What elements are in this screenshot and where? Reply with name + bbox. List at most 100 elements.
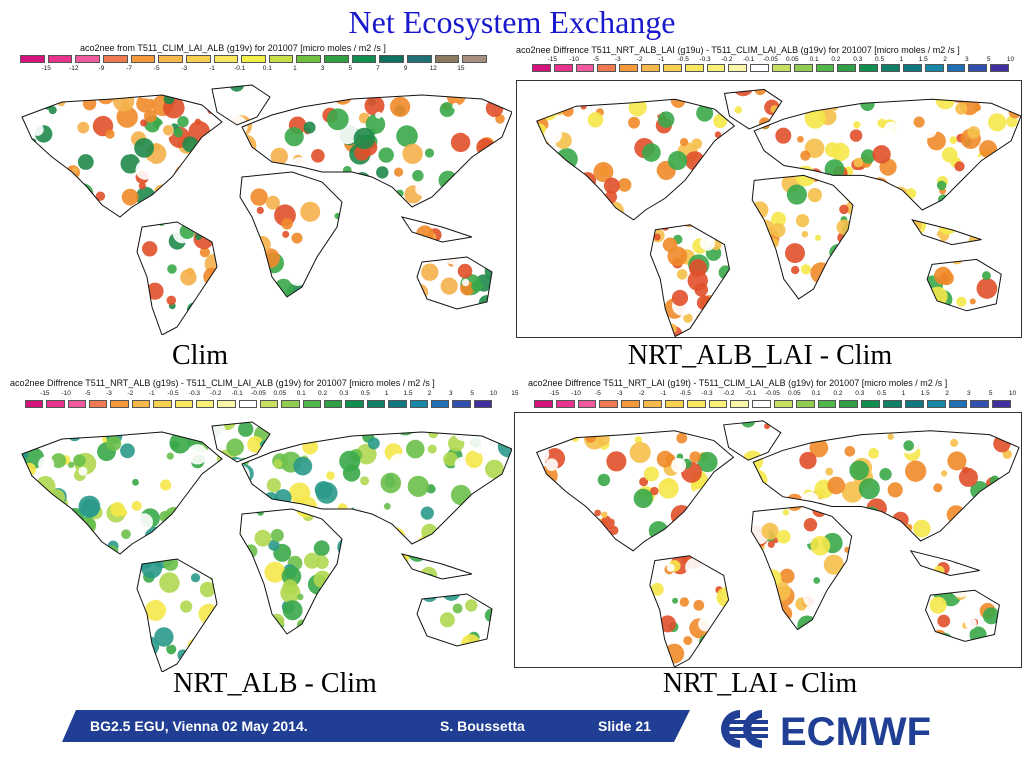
colorbar-swatch	[861, 400, 881, 408]
caption-nrt-lai: NRT_LAI - Clim	[662, 668, 858, 699]
colorbar-tick-label: -3	[614, 56, 621, 63]
colorbar-tick-label: 2	[943, 56, 947, 63]
colorbar-swatch	[708, 400, 728, 408]
colorbar	[25, 400, 495, 408]
colorbar-tick-label: -15	[549, 390, 560, 397]
footer-author: S. Boussetta	[440, 718, 525, 734]
colorbar-tick-label: -0.3	[188, 390, 201, 397]
colorbar-swatch	[268, 55, 294, 63]
colorbar-tick-label: -0.05	[765, 390, 780, 397]
colorbar-swatch	[772, 64, 791, 72]
colorbar-tick-label: 1	[901, 390, 906, 397]
world-map-clim	[21, 84, 512, 335]
colorbar-swatch	[752, 400, 771, 408]
colorbar-tick-label: -1	[660, 390, 667, 397]
colorbar-tick-label: -9	[98, 65, 105, 72]
colorbar-swatch	[241, 55, 266, 63]
colorbar-tick-label: 0.05	[785, 56, 799, 63]
colorbar-swatch	[968, 64, 988, 72]
colorbar-tick-label: -15	[40, 390, 50, 397]
map-panel-clim: aco2nee from T511_CLIM_LAI_ALB (g19v) fo…	[0, 40, 512, 340]
colorbar-tick-label: 0.1	[296, 390, 306, 397]
colorbar-tick-label: -2	[636, 56, 643, 63]
coastline-eurasia	[241, 94, 512, 208]
colorbar-swatch	[643, 400, 662, 408]
colorbar-swatch	[158, 55, 183, 63]
colorbar-swatch	[730, 400, 750, 408]
colorbar-swatch	[174, 400, 193, 408]
colorbar	[20, 55, 490, 63]
colorbar-swatch	[281, 400, 300, 408]
coastline-africa	[239, 171, 343, 298]
colorbar-swatch	[102, 55, 128, 63]
colorbar-tick-label: -0.5	[167, 390, 179, 397]
colorbar-swatch	[817, 400, 837, 408]
colorbar-tick-label: 2	[427, 390, 432, 397]
colorbar-tick-label: 1	[899, 56, 904, 63]
colorbar-swatch	[20, 55, 45, 63]
colorbar-tick-label: 1.5	[403, 390, 413, 397]
colorbar-swatch	[130, 55, 156, 63]
coastline-australia	[416, 593, 493, 647]
colorbar-title: aco2nee from T511_CLIM_LAI_ALB (g19v) fo…	[80, 43, 386, 53]
colorbar-tick-label: 0.05	[787, 390, 801, 397]
colorbar-swatch	[881, 64, 900, 72]
colorbar-tick-label: 15	[511, 390, 519, 397]
map-panel-nrt-alb-lai: aco2nee Diffrence T511_NRT_ALB_LAI (g19u…	[514, 40, 1024, 340]
colorbar-tick-label: 0.2	[318, 390, 328, 397]
coastline-north-america	[21, 94, 223, 218]
colorbar-ticks: -15 -12 -9 -7 -5 -3 -1 -0.1 0.1 1 3 5 7 9 12 15	[20, 65, 490, 75]
colorbar-swatch	[131, 400, 151, 408]
colorbar-swatch	[238, 400, 257, 408]
colorbar-tick-label: 0.3	[855, 390, 865, 397]
colorbar-swatch	[296, 55, 322, 63]
world-map-nrt-alb	[21, 421, 512, 672]
colorbar-swatch	[641, 64, 660, 72]
colorbar-tick-label: 0.1	[262, 65, 272, 72]
colorbar-tick-label: 0.2	[831, 56, 841, 63]
colorbar-tick-label: -0.05	[763, 56, 778, 63]
colorbar-swatch	[47, 55, 73, 63]
colorbar-swatch	[553, 64, 573, 72]
colorbar-tick-label: -0.2	[723, 390, 735, 397]
colorbar-swatch	[532, 64, 551, 72]
map-panel-nrt-alb: aco2nee Diffrence T511_NRT_ALB (g19s) - …	[0, 372, 518, 672]
colorbar-tick-label: 0.3	[339, 390, 349, 397]
colorbar-tick-label: -5	[153, 65, 160, 72]
coastline-indonesia	[911, 219, 982, 246]
colorbar-swatch	[260, 400, 279, 408]
colorbar-tick-label: 0.1	[809, 56, 819, 63]
colorbar-swatch	[213, 55, 239, 63]
map-panel-nrt-lai: aco2nee Diffrence T511_NRT_LAI (g19t) - …	[514, 372, 1024, 672]
colorbar-tick-label: 10	[1008, 390, 1017, 397]
colorbar-tick-label: 0.5	[877, 390, 887, 397]
colorbar-swatch	[599, 400, 619, 408]
colorbar-swatch	[302, 400, 322, 408]
colorbar-swatch	[89, 400, 108, 408]
colorbar-ticks: -15 -10 -5 -3 -2 -1 -0.5 -0.3 -0.2 -0.1 -0.05 0.05 0…	[532, 56, 1015, 66]
coastline-greenland	[211, 421, 271, 463]
coastline-africa	[239, 508, 343, 635]
colorbar-tick-label: 12	[429, 65, 437, 72]
colorbar-tick-label: 3	[965, 56, 969, 63]
colorbar-swatch	[366, 400, 386, 408]
colorbar-swatch	[46, 400, 65, 408]
colorbar	[534, 400, 1014, 408]
colorbar-swatch	[351, 55, 377, 63]
colorbar	[532, 64, 1012, 72]
colorbar-tick-label: -12	[69, 65, 79, 72]
colorbar-title: aco2nee Diffrence T511_NRT_ALB_LAI (g19u…	[516, 45, 960, 55]
colorbar-tick-label: -5	[84, 390, 91, 397]
colorbar-swatch	[110, 400, 129, 408]
coastline-south-america	[649, 224, 730, 337]
land-field	[22, 422, 512, 672]
colorbar-tick-label: -1	[658, 56, 665, 63]
ecmwf-logo: ECMWF	[718, 704, 958, 754]
colorbar-tick-label: -10	[569, 56, 579, 63]
colorbar-swatch	[153, 400, 172, 408]
colorbar-swatch	[407, 55, 432, 63]
coastline-south-america	[649, 555, 730, 667]
colorbar-tick-label: 5	[470, 390, 474, 397]
colorbar-swatch	[902, 64, 922, 72]
colorbar-tick-label: 7	[376, 65, 380, 72]
